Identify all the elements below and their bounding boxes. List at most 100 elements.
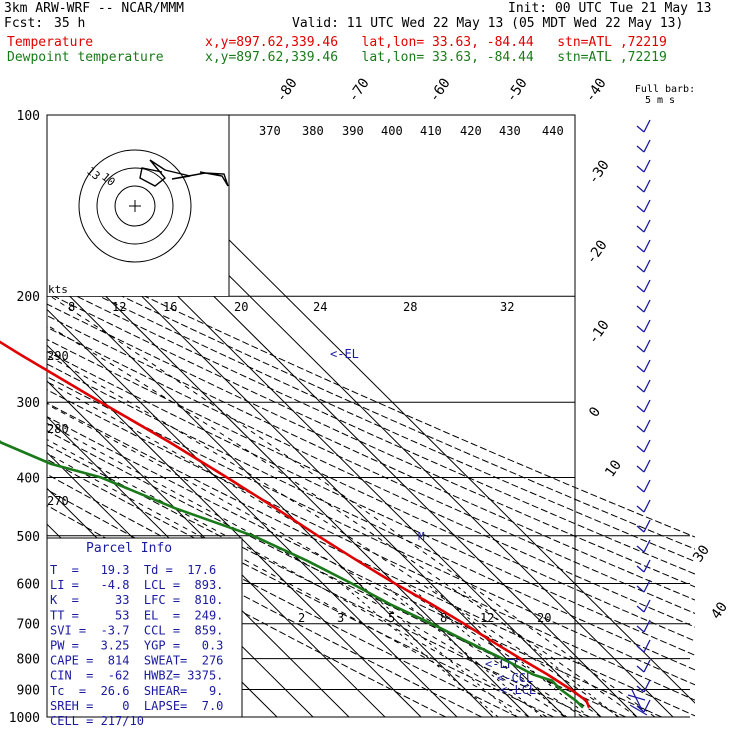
- mixing-ratio-line: [426, 583, 590, 717]
- theta-label: 390: [342, 124, 364, 138]
- wind-barb-flag: [636, 505, 645, 513]
- pressure-label: 300: [17, 396, 40, 411]
- wind-barb-staff: [643, 159, 651, 173]
- dry-adiabat: [47, 416, 662, 717]
- wind-barb-staff: [643, 179, 651, 193]
- pressure-label: 200: [17, 290, 40, 305]
- dewpoint-profile-line: [0, 440, 584, 709]
- mixing-ratio-line: [405, 583, 568, 717]
- pressure-label: 600: [17, 577, 40, 592]
- temperature-location: x,y=897.62,339.46 lat,lon= 33.63, -84.44…: [205, 35, 667, 50]
- dry-adiabat: [47, 326, 695, 628]
- parcel-info-row: SVI = -3.7 CCL = 859.: [50, 623, 223, 637]
- dry-adiabat: [47, 473, 518, 717]
- model-title: 3km ARW-WRF -- NCAR/MMM: [4, 1, 185, 16]
- wind-barb-flag: [636, 445, 645, 453]
- wind-barb-flag: [636, 125, 645, 133]
- isotherm-label-right: 30: [690, 542, 713, 565]
- parcel-info-row: PW = 3.25 YGP = 0.3: [50, 639, 223, 653]
- theta-label: 430: [499, 124, 521, 138]
- wind-barb-flag: [636, 425, 645, 433]
- theta-label: 400: [381, 124, 403, 138]
- wind-barb-staff: [643, 319, 651, 333]
- parcel-info-row: T = 19.3 Td = 17.6: [50, 563, 216, 577]
- parcel-info-row: CIN = -62 HWBZ= 3375.: [50, 669, 223, 683]
- pressure-label: 800: [17, 653, 40, 668]
- pressure-label: 500: [17, 530, 40, 545]
- wind-barb-staff: [643, 219, 651, 233]
- dry-adiabat: [47, 292, 695, 588]
- wind-barb-flag: [636, 225, 645, 233]
- isotherm-label-right: -10: [585, 317, 613, 347]
- mixing-ratio-label: 12: [480, 611, 494, 625]
- wind-barb-flag: [636, 325, 645, 333]
- isotherm-label-right: 10: [602, 457, 625, 480]
- wetbulb-marker: M: [418, 530, 425, 543]
- mixing-ratio-line: [382, 583, 543, 717]
- dry-adiabat: [47, 389, 695, 701]
- wind-barb-staff: [643, 599, 651, 613]
- isotherm-label-right: 0: [586, 404, 604, 420]
- barb-unit-label: 5 m s: [645, 95, 675, 106]
- dry-adiabat: [47, 504, 446, 717]
- mixing-ratio-label: 2: [298, 611, 305, 625]
- isotherm-label-right: -20: [583, 237, 611, 267]
- isotherm-line: [47, 344, 422, 717]
- wind-barb-staff: [643, 259, 651, 273]
- parcel-info-row: SREH = 0 LAPSE= 7.0: [50, 699, 223, 713]
- wind-barb-flag: [636, 285, 645, 293]
- hodograph-speed-label: 24: [313, 300, 327, 314]
- valid-time: Valid: 11 UTC Wed 22 May 13 (05 MDT Wed …: [292, 16, 684, 31]
- isotherm-label-top: -80: [273, 75, 301, 105]
- hodograph-speed-label: 8: [68, 300, 75, 314]
- isotherm-label-top: -70: [345, 75, 373, 105]
- moist-adiabat: [47, 324, 638, 717]
- dry-adiabat: [47, 270, 695, 563]
- forecast-label: Fcst:: [4, 16, 44, 31]
- mixing-ratio-label: 20: [537, 611, 551, 625]
- hodograph-kts-label: kts: [48, 283, 68, 296]
- wind-barb-flag: [636, 165, 645, 173]
- wind-barb-flag: [636, 185, 645, 193]
- wind-barb-staff: [643, 699, 651, 713]
- wind-barb-flag: [636, 665, 645, 673]
- dry-adiabat: [47, 315, 695, 614]
- wind-barb-staff: [643, 359, 651, 373]
- parcel-info-row: Tc = 26.6 SHEAR= 9.: [50, 684, 223, 698]
- moist-adiabat: [50, 295, 656, 717]
- adiabat-label: 270: [47, 494, 69, 508]
- mixing-ratio-line: [340, 583, 499, 717]
- parcel-info-title: Parcel Info: [86, 541, 172, 556]
- temperature-legend: Temperature: [7, 35, 94, 50]
- dry-adiabat: [47, 376, 695, 686]
- wind-barb-staff: [643, 399, 651, 413]
- moist-adiabat: [47, 422, 566, 717]
- adiabat-label: 290: [47, 349, 69, 363]
- wind-barb-staff: [643, 439, 651, 453]
- wind-barb-staff: [643, 479, 651, 493]
- wind-barb-staff: [643, 299, 651, 313]
- parcel-info-row: TT = 53 EL = 249.: [50, 608, 223, 622]
- lfc-marker: <-LFC: [485, 657, 521, 671]
- isotherm-label-right: -30: [585, 157, 613, 187]
- wind-barb-flag: [636, 365, 645, 373]
- dewpoint-location: x,y=897.62,339.46 lat,lon= 33.63, -84.44…: [205, 50, 667, 65]
- wind-barb-staff: [643, 199, 651, 213]
- temperature-profile-line: [0, 340, 591, 709]
- parcel-info-row: LI = -4.8 LCL = 893.: [50, 578, 223, 592]
- el-marker: <-EL: [330, 347, 359, 361]
- grid-group: [47, 115, 695, 717]
- isotherm-label-top: -60: [426, 75, 454, 105]
- wind-barb-flag: [636, 705, 645, 713]
- forecast-hours: 35 h: [54, 16, 86, 31]
- wind-barb-flag: [636, 305, 645, 313]
- lcl-marker: <-LCL: [500, 683, 536, 697]
- wind-barb-staff: [643, 379, 651, 393]
- hodograph-speed-label: 28: [403, 300, 417, 314]
- wind-barb-flag: [636, 545, 645, 553]
- wind-barb-staff: [643, 499, 651, 513]
- wind-barb-flag: [636, 485, 645, 493]
- ccl-marker: <-CCL: [497, 671, 533, 685]
- wind-barb-flag: [636, 685, 645, 693]
